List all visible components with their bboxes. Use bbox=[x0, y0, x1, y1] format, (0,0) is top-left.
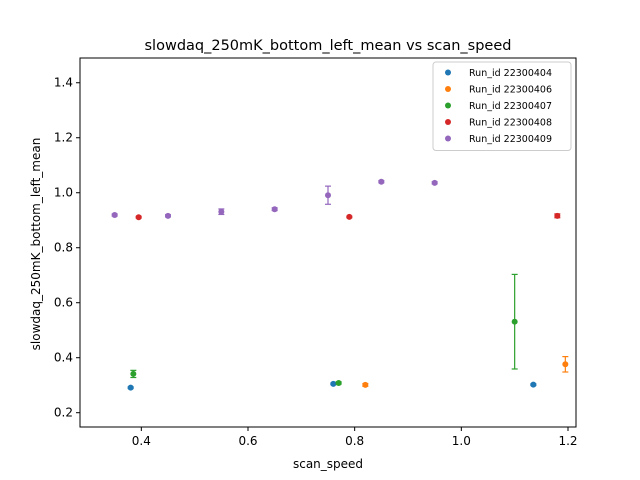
data-point bbox=[271, 206, 278, 213]
series-4 bbox=[135, 212, 561, 221]
plot-area bbox=[111, 178, 569, 391]
data-point bbox=[554, 212, 561, 219]
y-tick-label: 0.8 bbox=[54, 241, 73, 255]
series-5 bbox=[111, 178, 438, 219]
y-tick-label: 0.2 bbox=[54, 406, 73, 420]
legend-label: Run_id 22300409 bbox=[469, 134, 552, 145]
x-tick-label: 1.2 bbox=[558, 434, 577, 448]
y-tick-label: 1.0 bbox=[54, 186, 73, 200]
y-tick-label: 1.2 bbox=[54, 131, 73, 145]
y-tick-label: 0.4 bbox=[54, 351, 73, 365]
data-point bbox=[127, 384, 134, 391]
x-tick-label: 0.4 bbox=[132, 434, 151, 448]
series-2 bbox=[362, 356, 569, 388]
data-point bbox=[562, 361, 569, 368]
x-tick-label: 0.8 bbox=[345, 434, 364, 448]
legend-item: Run_id 22300407 bbox=[445, 101, 552, 112]
legend-label: Run_id 22300406 bbox=[469, 85, 552, 96]
x-axis-label: scan_speed bbox=[293, 457, 363, 471]
legend-label: Run_id 22300404 bbox=[469, 68, 552, 79]
axes: 0.4 0.6 0.8 1.0 1.2 0.2 0.4 0.6 0.8 1.0 1.2 1.4 bbox=[54, 57, 578, 448]
chart-title: slowdaq_250mK_bottom_left_mean vs scan_s… bbox=[145, 38, 512, 54]
data-point bbox=[346, 213, 353, 220]
series-1 bbox=[127, 380, 537, 391]
y-axis-label: slowdaq_250mK_bottom_left_mean bbox=[29, 138, 43, 351]
legend-box bbox=[432, 61, 572, 151]
data-point bbox=[218, 208, 225, 215]
y-tick-label: 1.4 bbox=[54, 76, 73, 90]
data-point bbox=[165, 212, 171, 219]
legend-marker bbox=[445, 135, 451, 142]
legend-item: Run_id 22300406 bbox=[445, 85, 552, 96]
legend-item: Run_id 22300408 bbox=[445, 118, 552, 129]
y-tick-label: 0.6 bbox=[54, 296, 73, 310]
data-point bbox=[335, 380, 342, 387]
x-tick-label: 1.0 bbox=[452, 434, 471, 448]
data-point bbox=[330, 380, 337, 387]
legend: Run_id 22300404 Run_id 22300406 Run_id 223… bbox=[432, 61, 572, 151]
legend-item: Run_id 22300409 bbox=[445, 134, 552, 145]
data-point bbox=[530, 381, 537, 388]
legend-label: Run_id 22300407 bbox=[469, 101, 552, 112]
x-tick-label: 0.6 bbox=[238, 434, 257, 448]
data-point bbox=[325, 192, 331, 199]
legend-marker bbox=[445, 119, 451, 125]
data-point bbox=[111, 212, 118, 219]
legend-marker bbox=[445, 86, 451, 92]
legend-marker bbox=[445, 69, 451, 76]
data-point bbox=[135, 214, 142, 221]
data-point bbox=[362, 381, 369, 388]
data-point bbox=[378, 178, 385, 185]
legend-marker bbox=[445, 102, 451, 109]
series-3 bbox=[130, 273, 518, 387]
data-point bbox=[431, 179, 438, 186]
axes-frame bbox=[79, 57, 577, 428]
data-point bbox=[130, 370, 137, 377]
legend-item: Run_id 22300404 bbox=[445, 68, 552, 79]
legend-label: Run_id 22300408 bbox=[469, 118, 552, 129]
data-point bbox=[511, 318, 518, 325]
